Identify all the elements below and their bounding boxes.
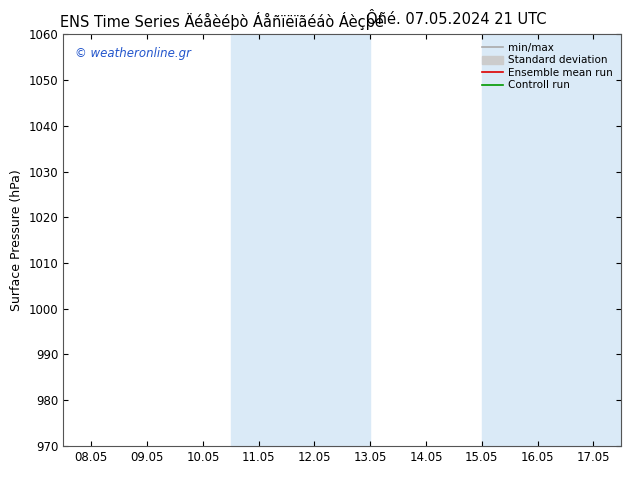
Bar <box>482 34 621 446</box>
Text: ENS Time Series Äéåèéþò Áåñïëïãéáò Áèçþé: ENS Time Series Äéåèéþò Áåñïëïãéáò Áèçþé <box>60 12 384 30</box>
Legend: min/max, Standard deviation, Ensemble mean run, Controll run: min/max, Standard deviation, Ensemble me… <box>479 40 616 94</box>
Text: Ôñé. 07.05.2024 21 UTC: Ôñé. 07.05.2024 21 UTC <box>366 12 547 27</box>
Bar <box>231 34 370 446</box>
Y-axis label: Surface Pressure (hPa): Surface Pressure (hPa) <box>10 169 23 311</box>
Text: © weatheronline.gr: © weatheronline.gr <box>75 47 191 60</box>
